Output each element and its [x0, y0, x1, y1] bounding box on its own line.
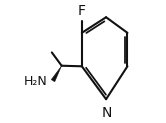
- Text: N: N: [101, 106, 112, 120]
- Text: F: F: [78, 4, 86, 18]
- Polygon shape: [51, 66, 62, 82]
- Text: H₂N: H₂N: [24, 75, 48, 88]
